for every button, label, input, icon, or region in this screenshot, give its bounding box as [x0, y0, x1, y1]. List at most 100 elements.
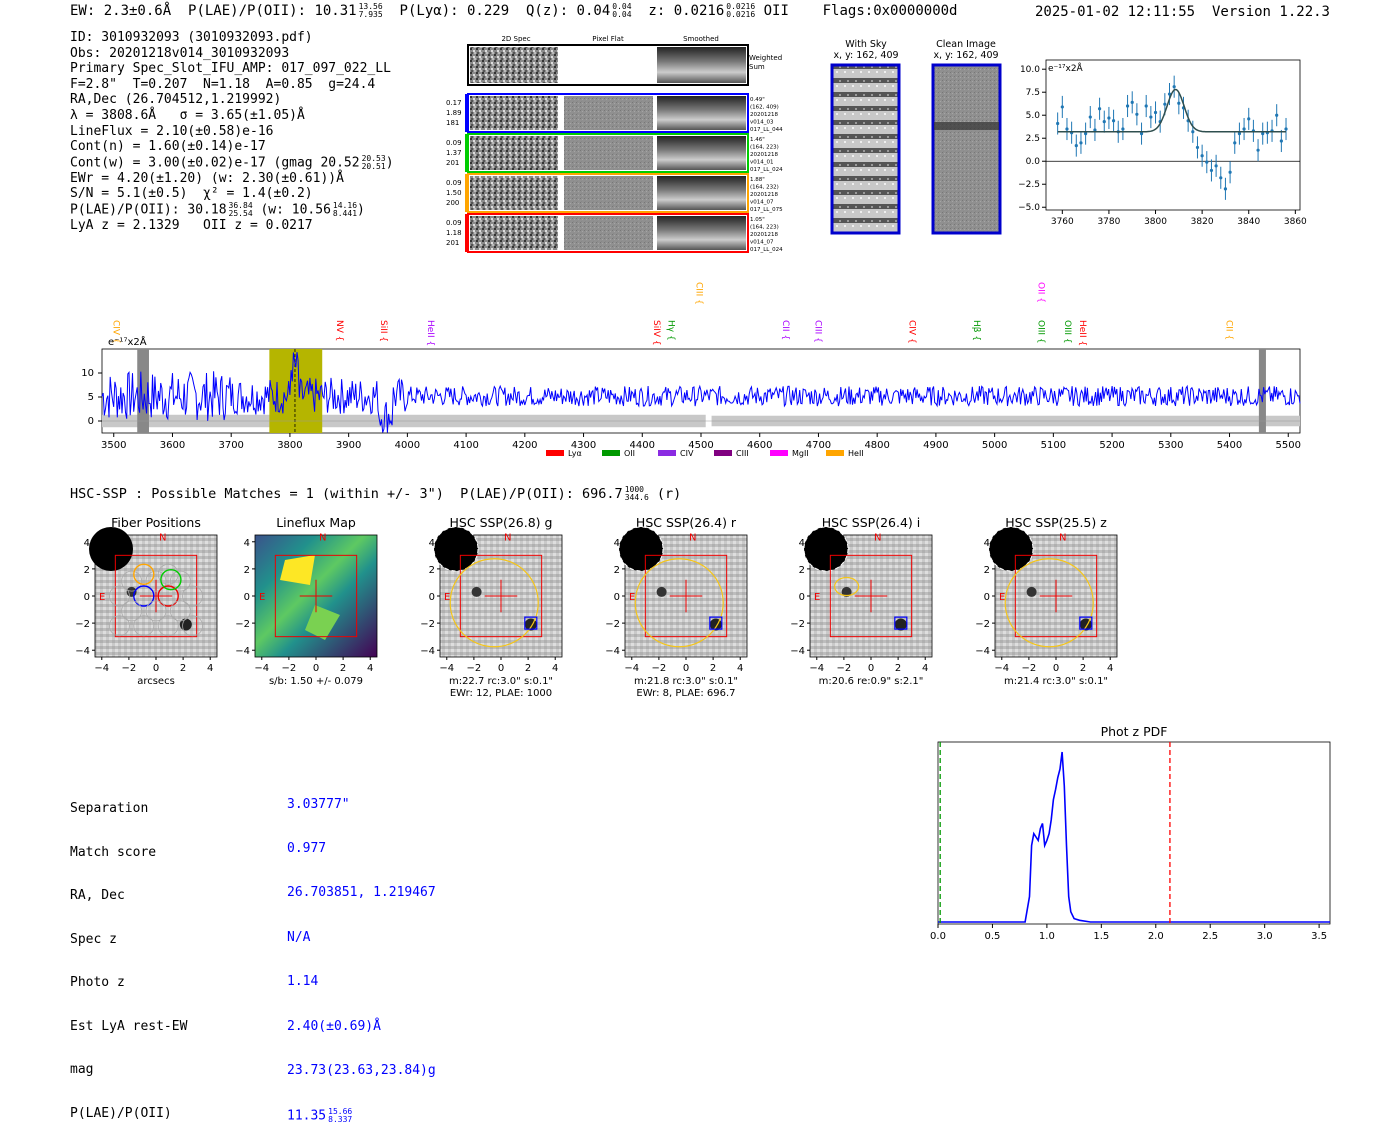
legend-swatch: [826, 450, 844, 456]
zoom-data-point: [1209, 168, 1214, 173]
star-mask: [803, 526, 849, 572]
compass-e: E: [814, 592, 820, 603]
matched-source-box: [709, 616, 723, 630]
info-obs: Obs: 20201218v014_3010932093: [70, 45, 290, 61]
hsc-y-tick-label: 4: [244, 538, 250, 549]
info-fiber: F=2.8" T=0.207 N=1.18 A=0.85 g=24.4: [70, 76, 376, 92]
hsc-x-tick-label: 4: [207, 663, 213, 674]
spectrum-flux: [101, 352, 1301, 433]
cutout-right-label: (164, 232): [750, 185, 779, 191]
hsc-caption-2: EWr: 8, PLAE: 696.7: [636, 688, 735, 699]
spectrum-x-tick-label: 5400: [1217, 440, 1242, 451]
source-blob: [841, 586, 852, 597]
info-contw-hi: 20.53: [361, 153, 386, 163]
value-plae-lo: 8.337: [328, 1115, 353, 1125]
hsc-y-tick-label: 4: [429, 538, 435, 549]
hsc-y-tick-label: 0: [244, 592, 250, 603]
qz-value: Q(z): 0.04: [525, 3, 611, 19]
spectrum-unit: e⁻¹⁷x2Å: [108, 335, 147, 348]
hsc-x-tick-label: −2: [652, 663, 667, 674]
hsc-summary-band: (r): [656, 486, 682, 502]
zoom-y-tick-label: 7.5: [1026, 88, 1040, 98]
hsc-y-tick-label: 0: [984, 592, 990, 603]
hsc-caption: m:22.7 rc:3.0" s:0.1": [449, 676, 553, 687]
fiber-circle: [145, 570, 167, 592]
cutout-2d-spec: [470, 216, 558, 250]
info-plae-hi: 36.84: [228, 201, 253, 211]
info-lineflux: LineFlux = 2.10(±0.58)e-16: [70, 123, 274, 139]
fiber-circle: [169, 600, 191, 622]
cutout-right-label: (164, 223): [750, 225, 779, 231]
zoom-y-tick-label: 0.0: [1026, 157, 1041, 167]
zoom-data-point: [1256, 148, 1260, 152]
hsc-x-tick-label: 2: [1080, 663, 1086, 674]
cutout-right-label: 1.88": [750, 177, 765, 183]
hsc-y-tick-label: 2: [84, 565, 90, 576]
hsc-panel: Fiber Positions N E 4 2 0 −2 −4 −4 −2 0 2 4 arcsecs: [75, 515, 218, 687]
value-photoz: 1.14: [287, 974, 319, 990]
bright-star: [989, 527, 1033, 571]
cutout-left-label: 201: [446, 159, 459, 167]
hsc-x-tick-label: 0: [153, 663, 159, 674]
cutout-right-label: 20201218: [750, 152, 778, 158]
spectrum-x-tick-label: 5000: [982, 440, 1007, 451]
star-mask: [988, 526, 1034, 572]
hsc-y-tick-label: 4: [84, 538, 90, 549]
spectral-line-label: HeII {: [1077, 320, 1087, 346]
spectrum-x-tick-label: 5300: [1158, 440, 1183, 451]
hsc-y-tick-label: −2: [75, 619, 90, 630]
search-box: [114, 554, 198, 638]
hsc-x-tick-label: −2: [282, 663, 297, 674]
cutout-left-label: 200: [446, 199, 459, 207]
value-radec: 26.703851, 1.219467: [287, 885, 436, 901]
hsc-y-tick-label: −4: [975, 646, 990, 657]
zoom-x-tick-label: 3840: [1237, 217, 1260, 227]
hsc-x-tick-label: 0: [1053, 663, 1059, 674]
cutout-row-marker: [465, 214, 468, 252]
masked-region: [137, 349, 149, 433]
spectrum-x-tick-label: 4400: [630, 440, 655, 451]
header-right: 2025-01-02 12:11:55 Version 1.22.3: [1035, 4, 1330, 20]
spectral-line-label: OII {: [1036, 282, 1046, 303]
zoom-data-point: [1079, 141, 1083, 145]
cutout-right-label: 20201218: [750, 232, 778, 238]
fiber-circle: [133, 615, 155, 637]
zoom-data-point: [1167, 92, 1172, 96]
hsc-y-tick-label: −4: [235, 646, 250, 657]
spectral-line-label: Hγ {: [666, 320, 676, 341]
hsc-summary: HSC-SSP : Possible Matches = 1 (within +…: [70, 486, 682, 503]
fiber-circle: [160, 569, 182, 591]
photz-x-tick-label: 1.5: [1093, 931, 1109, 942]
label-specz: Spec z: [70, 931, 117, 947]
info-radec: RA,Dec (26.704512,1.219992): [70, 92, 282, 108]
compass-n: N: [319, 532, 326, 543]
info-id: ID: 3010932093 (3010932093.pdf): [70, 30, 313, 45]
cutout-left-label: 0.09: [446, 139, 462, 147]
fiber-circle: [109, 585, 130, 607]
legend-label: CIV: [680, 449, 694, 458]
cutout-right-label: 20201218: [750, 112, 778, 118]
photz-x-tick-label: 2.0: [1148, 931, 1164, 942]
compass-n: N: [159, 532, 166, 543]
hsc-y-tick-label: 0: [429, 592, 435, 603]
info-ewr: EWr = 4.20(±1.20) (w: 2.30(±0.61))Å: [70, 170, 344, 186]
legend-swatch: [714, 450, 732, 456]
spectrum-x-tick-label: 3700: [218, 440, 243, 451]
spectrum-x-tick-label: 3500: [101, 440, 126, 451]
zoom-y-tick-label: 10.0: [1020, 65, 1040, 75]
spectral-line-label: Hβ {: [971, 320, 981, 341]
flags-value: Flags:0x0000000d: [822, 3, 958, 19]
compass-n: N: [1059, 532, 1066, 543]
spectral-line-label: CIII {: [693, 282, 703, 305]
spectrum-x-tick-label: 4600: [747, 440, 772, 451]
clean-image: [931, 63, 1002, 235]
hsc-y-tick-label: −2: [235, 619, 250, 630]
bright-star: [619, 527, 663, 571]
hsc-x-tick-label: 4: [1107, 663, 1113, 674]
zoom-data-point: [1172, 85, 1176, 89]
zoom-data-point: [1084, 132, 1088, 136]
qz-lo: 0.04: [612, 10, 632, 19]
aperture-ellipse: [634, 558, 724, 648]
hsc-panel-title: HSC SSP(25.5) z: [1005, 515, 1107, 530]
value-match-score: 0.977: [287, 840, 327, 856]
